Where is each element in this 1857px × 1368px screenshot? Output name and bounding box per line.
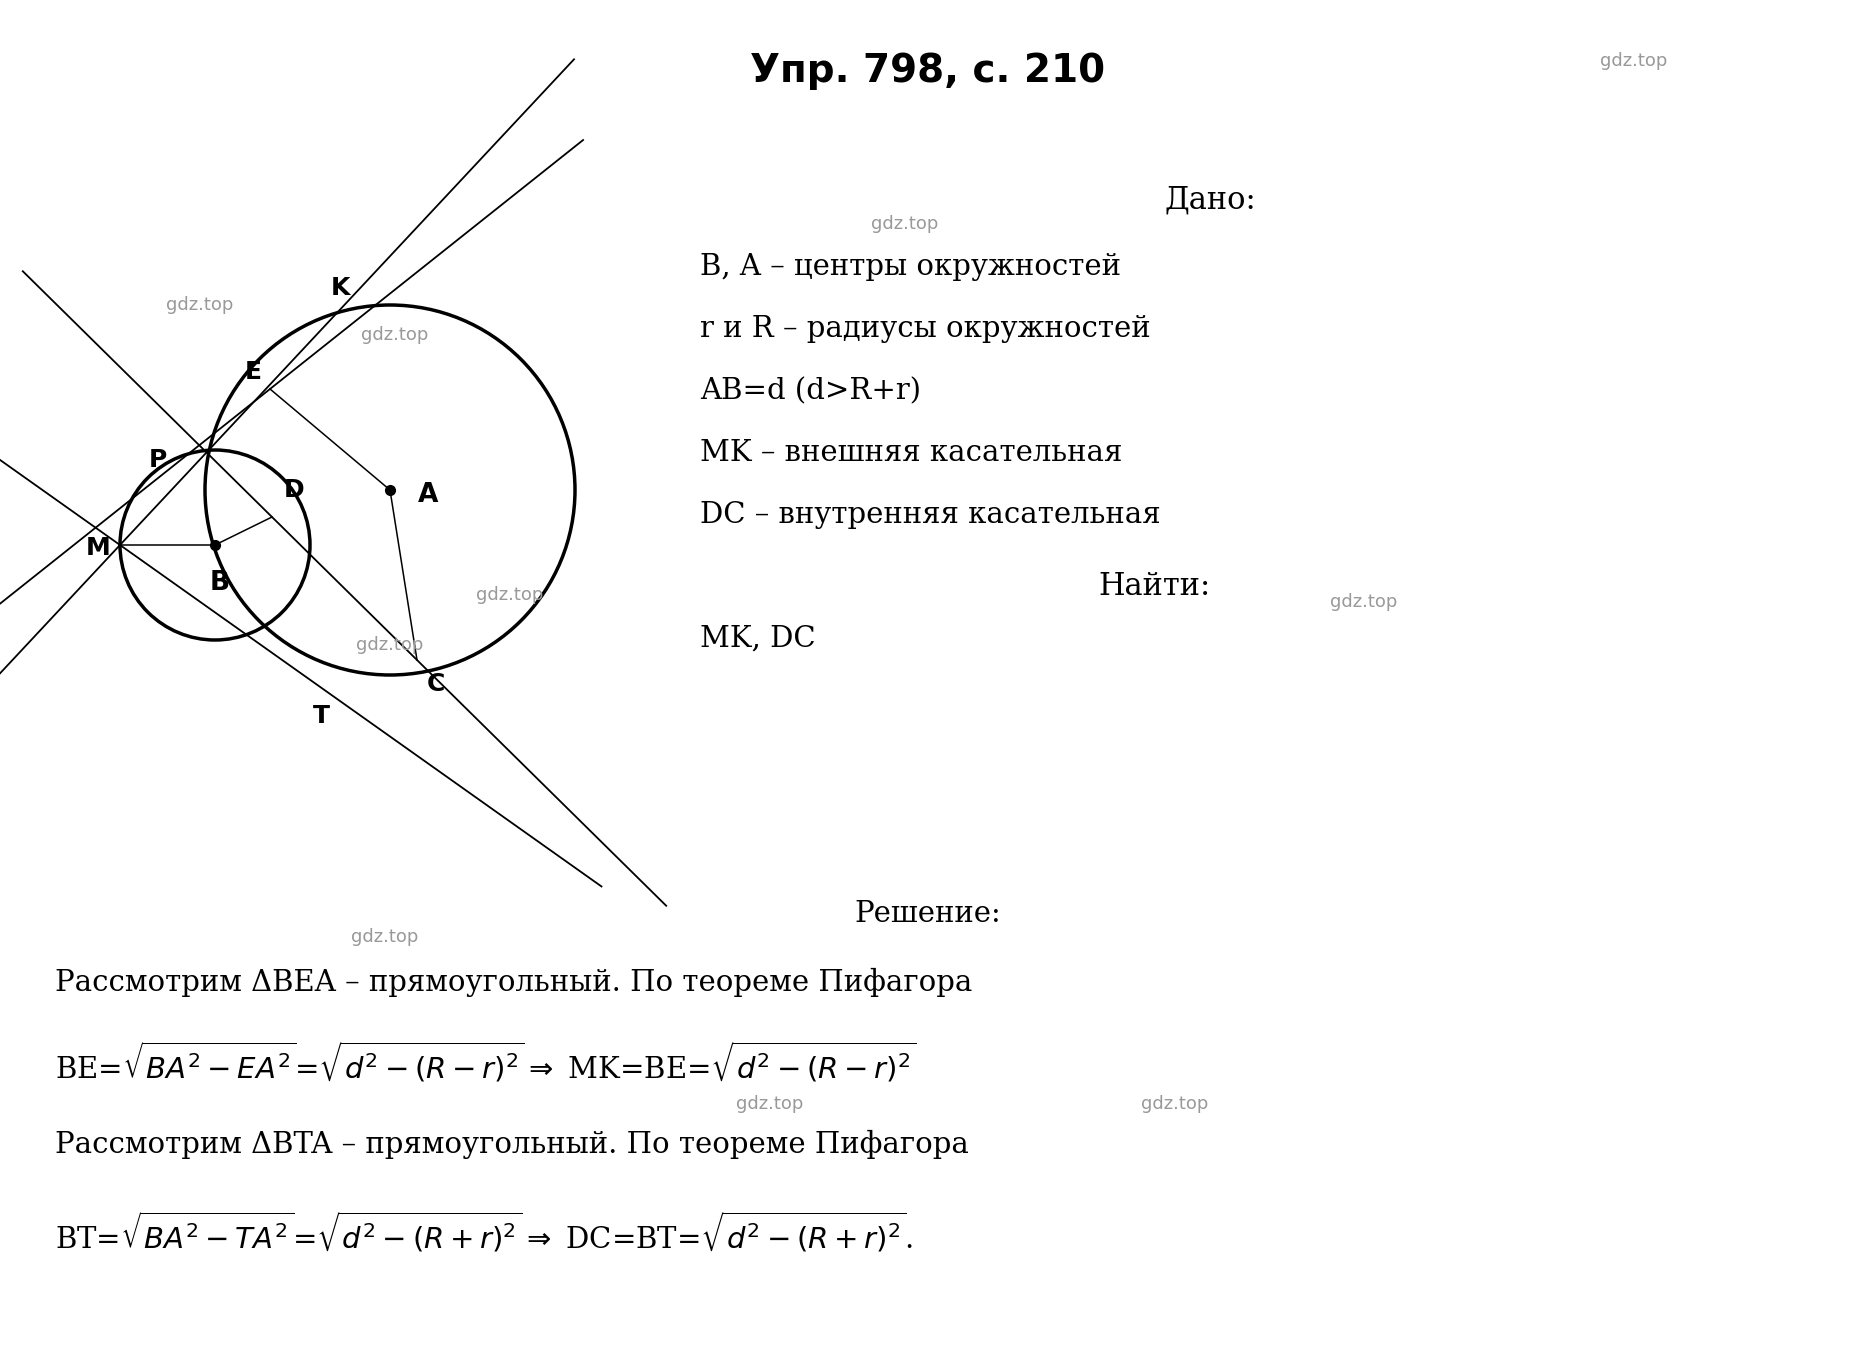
Text: E: E <box>245 360 262 384</box>
Text: gdz.top: gdz.top <box>167 295 234 315</box>
Text: Решение:: Решение: <box>854 900 1001 928</box>
Text: K: K <box>331 276 349 300</box>
Text: gdz.top: gdz.top <box>362 326 429 343</box>
Text: Найти:: Найти: <box>1099 570 1211 602</box>
Text: A: A <box>418 482 438 508</box>
Text: Рассмотрим ΔBEA – прямоугольный. По теореме Пифагора: Рассмотрим ΔBEA – прямоугольный. По теор… <box>56 969 973 997</box>
Text: C: C <box>427 672 446 696</box>
Text: Рассмотрим ΔBTA – прямоугольный. По теореме Пифагора: Рассмотрим ΔBTA – прямоугольный. По теор… <box>56 1130 969 1159</box>
Text: P: P <box>149 447 167 472</box>
Text: MK – внешняя касательная: MK – внешняя касательная <box>700 439 1122 466</box>
Text: gdz.top: gdz.top <box>871 215 938 233</box>
Text: Упр. 798, с. 210: Упр. 798, с. 210 <box>750 52 1105 90</box>
Text: D: D <box>284 477 305 502</box>
Text: gdz.top: gdz.top <box>351 928 418 947</box>
Text: AB=d (d>R+r): AB=d (d>R+r) <box>700 378 921 405</box>
Text: gdz.top: gdz.top <box>737 1094 804 1114</box>
Text: gdz.top: gdz.top <box>357 636 423 654</box>
Text: r и R – радиусы окружностей: r и R – радиусы окружностей <box>700 315 1151 343</box>
Text: MK, DC: MK, DC <box>700 625 815 653</box>
Text: gdz.top: gdz.top <box>475 586 544 605</box>
Text: BT=$\sqrt{BA^2-TA^2}$=$\sqrt{d^2-(R+r)^2}$$\Rightarrow$ DC=BT=$\sqrt{d^2-(R+r)^2: BT=$\sqrt{BA^2-TA^2}$=$\sqrt{d^2-(R+r)^2… <box>56 1211 914 1254</box>
Text: B, A – центры окружностей: B, A – центры окружностей <box>700 253 1122 280</box>
Text: Дано:: Дано: <box>1164 185 1255 216</box>
Text: M: M <box>85 536 110 560</box>
Text: gdz.top: gdz.top <box>1601 52 1668 70</box>
Text: gdz.top: gdz.top <box>1330 592 1396 611</box>
Text: gdz.top: gdz.top <box>1142 1094 1209 1114</box>
Text: BE=$\sqrt{BA^2-EA^2}$=$\sqrt{d^2-(R-r)^2}$$\Rightarrow$ MK=BE=$\sqrt{d^2-(R-r)^2: BE=$\sqrt{BA^2-EA^2}$=$\sqrt{d^2-(R-r)^2… <box>56 1040 917 1085</box>
Text: B: B <box>210 570 230 596</box>
Text: DC – внутренняя касательная: DC – внутренняя касательная <box>700 501 1161 529</box>
Text: T: T <box>312 705 329 728</box>
